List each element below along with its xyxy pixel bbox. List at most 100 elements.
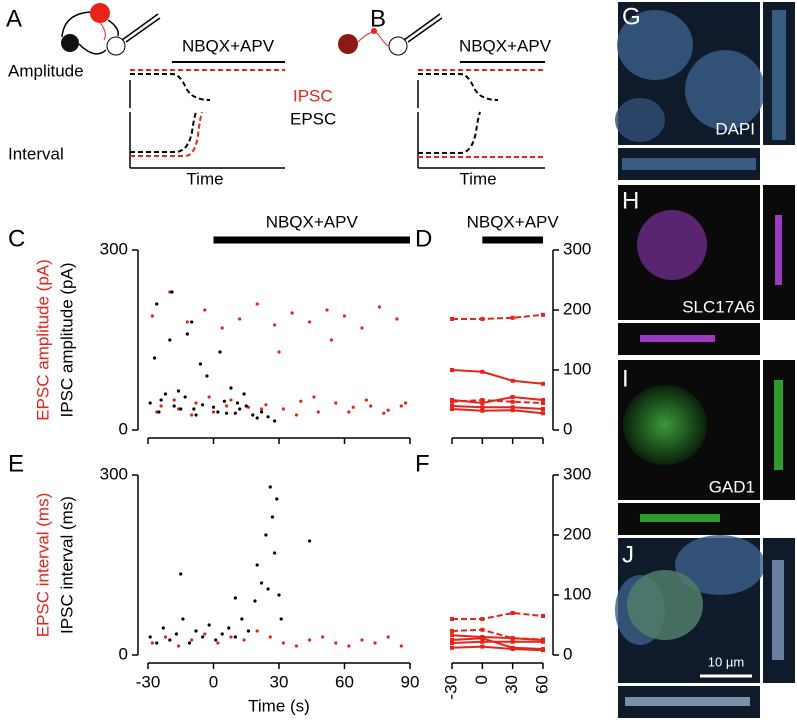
- line: [451, 408, 544, 415]
- point: [220, 632, 224, 636]
- x-label: Time: [459, 169, 496, 188]
- point: [273, 551, 277, 555]
- nucleus: [617, 10, 693, 80]
- point: [187, 641, 192, 645]
- point: [190, 413, 194, 417]
- annotation: NBQX+APV: [467, 212, 560, 231]
- point: [216, 410, 220, 414]
- cell: [774, 380, 783, 470]
- marker: [541, 411, 545, 416]
- y-tick-label: 200: [563, 299, 591, 318]
- stain-label: SLC17A6: [682, 297, 755, 316]
- scale-label: 10 µm: [708, 654, 744, 669]
- point: [279, 617, 283, 621]
- point: [259, 410, 264, 414]
- panel-label: B: [370, 5, 386, 32]
- y-label: Interval: [8, 144, 64, 163]
- marker: [510, 405, 515, 410]
- point: [229, 386, 233, 390]
- marker: [450, 641, 454, 645]
- y-tick-label: 300: [100, 464, 128, 483]
- point: [334, 401, 338, 405]
- point: [266, 415, 270, 419]
- nucleus: [622, 158, 756, 170]
- marker: [541, 398, 545, 402]
- panel-label: E: [8, 450, 24, 477]
- point: [255, 416, 259, 420]
- marker: [480, 398, 485, 402]
- trace: [418, 73, 499, 101]
- point: [369, 404, 373, 408]
- cell: [775, 215, 782, 285]
- point: [176, 389, 181, 393]
- point: [233, 635, 237, 639]
- point: [155, 641, 159, 645]
- y-tick-label: 200: [563, 524, 591, 543]
- panel-label: G: [622, 3, 641, 30]
- cell: [640, 514, 720, 522]
- point: [163, 392, 168, 396]
- point: [307, 320, 312, 324]
- point: [347, 644, 351, 648]
- marker: [450, 317, 454, 321]
- marker: [541, 407, 545, 411]
- point: [294, 644, 299, 648]
- point: [181, 617, 185, 621]
- line: [451, 634, 544, 641]
- cell: [640, 335, 715, 342]
- point: [229, 635, 233, 639]
- point: [399, 644, 403, 648]
- point: [238, 317, 242, 321]
- point: [152, 356, 157, 360]
- synapse: [371, 28, 377, 34]
- point: [264, 533, 268, 537]
- schematic-a: A NBQX+APV Amplitude Interval Time IPSC …: [6, 3, 336, 188]
- marker: [450, 368, 454, 372]
- marker: [450, 407, 454, 411]
- point: [299, 399, 303, 403]
- point: [275, 497, 279, 501]
- y-label: EPSC amplitude (pA): [33, 259, 52, 421]
- point: [194, 401, 198, 405]
- marker: [510, 395, 515, 399]
- y-label: EPSC interval (ms): [33, 493, 52, 638]
- y-tick-label: 300: [563, 464, 591, 483]
- panel-label: D: [415, 225, 432, 252]
- y-tick-label: 0: [563, 419, 572, 438]
- panel-label: C: [8, 225, 25, 252]
- neuron: [338, 34, 358, 54]
- point: [246, 629, 251, 633]
- y-tick-label: 0: [119, 419, 128, 438]
- marker: [541, 381, 545, 386]
- point: [229, 398, 233, 402]
- marker: [480, 639, 485, 644]
- marker: [510, 378, 515, 383]
- point: [168, 338, 172, 342]
- marker: [480, 401, 485, 405]
- point: [273, 323, 277, 327]
- neuron: [61, 34, 79, 52]
- point: [174, 632, 178, 636]
- y-tick-label: 300: [100, 239, 128, 258]
- marker: [450, 645, 454, 650]
- point: [227, 626, 231, 630]
- point: [240, 617, 244, 621]
- marker: [541, 648, 545, 653]
- line: [451, 640, 543, 644]
- x-tick-label: 60: [335, 672, 354, 691]
- panel-label: A: [6, 5, 22, 32]
- point: [200, 403, 205, 407]
- point: [307, 539, 312, 543]
- y-label: IPSC interval (ms): [57, 496, 76, 634]
- point: [281, 407, 285, 411]
- stain-label: DAPI: [715, 119, 755, 138]
- point: [163, 635, 168, 639]
- point: [211, 410, 216, 414]
- marker: [541, 312, 545, 317]
- line: [451, 645, 544, 652]
- marker: [541, 639, 545, 644]
- point: [168, 638, 172, 642]
- point: [172, 404, 176, 408]
- point: [159, 398, 163, 402]
- marker: [541, 401, 545, 405]
